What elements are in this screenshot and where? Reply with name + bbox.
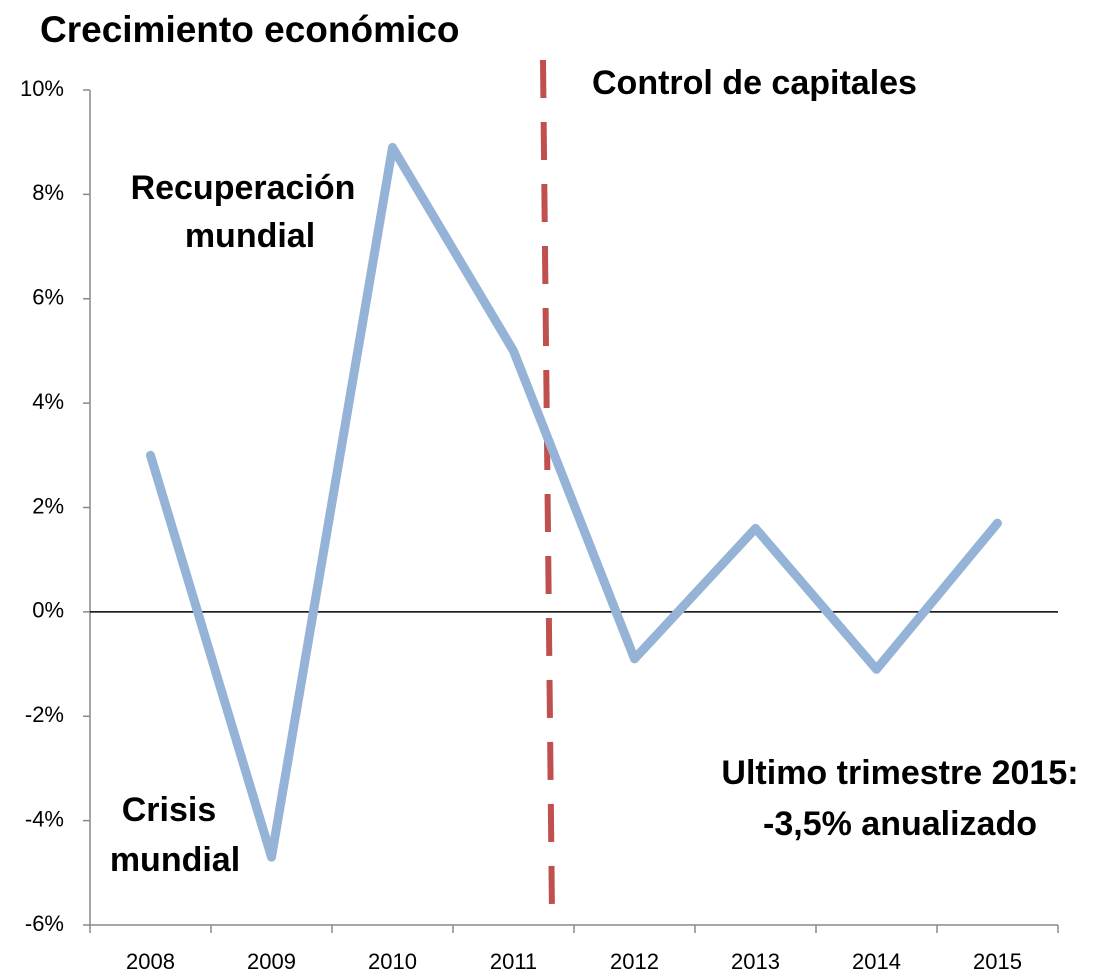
x-tick-label: 2011 (490, 949, 537, 974)
annotation: Ultimo trimestre 2015: (721, 754, 1078, 792)
annotation: Control de capitales (592, 64, 917, 102)
chart-title: Crecimiento económico (40, 9, 459, 50)
annotation: mundial (185, 217, 315, 255)
y-tick-label: 0% (32, 598, 64, 623)
y-tick-label: -4% (25, 806, 64, 831)
x-tick-label: 2008 (126, 949, 175, 974)
series-line (146, 142, 1002, 862)
annotation: Recuperación (131, 169, 356, 207)
x-tick-label: 2009 (247, 949, 296, 974)
annotation: Crisis (122, 791, 217, 829)
annotation: -3,5% anualizado (763, 805, 1037, 843)
annotation: mundial (110, 841, 240, 879)
y-tick-label: -2% (25, 702, 64, 727)
y-tick-label: 10% (20, 76, 64, 101)
y-tick-label: 2% (32, 493, 64, 518)
y-tick-label: -6% (25, 911, 64, 936)
capital-control-line (540, 59, 555, 916)
y-tick-label: 4% (32, 389, 64, 414)
y-tick-label: 6% (32, 285, 64, 310)
x-tick-label: 2013 (731, 949, 780, 974)
x-tick-label: 2012 (610, 949, 659, 974)
x-tick-label: 2015 (973, 949, 1022, 974)
x-tick-label: 2014 (852, 949, 901, 974)
y-tick-label: 8% (32, 180, 64, 205)
x-tick-label: 2010 (368, 949, 417, 974)
